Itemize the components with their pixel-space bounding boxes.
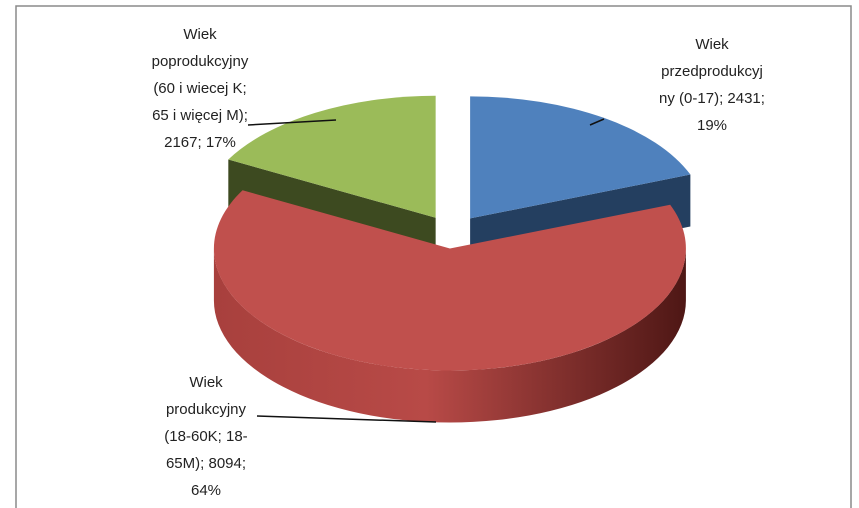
chart-frame [15,5,852,508]
slice-wall [213,248,686,423]
slice [213,190,686,371]
data-label: produkcyjny [166,401,247,418]
leader-line [256,415,437,423]
slice [228,95,436,218]
data-label: poprodukcyjny [152,53,249,70]
pie [213,95,691,423]
data-label: ny (0-17); 2431; [659,90,765,107]
data-label: 19% [697,117,727,134]
data-label: 64% [191,482,221,499]
data-labels: Wiek przedprodukcyj ny (0-17); 2431; 19% Wie… [152,26,765,499]
leader-line [247,119,337,126]
data-label: 65M); 8094; [166,455,246,472]
data-label: przedprodukcyj [661,63,763,80]
data-label: Wiek [189,374,223,391]
slice [470,96,691,219]
data-label: Wiek [183,26,217,43]
data-label: 65 i więcej M); [152,107,248,124]
leader-line [589,118,605,126]
data-label: Wiek [695,36,729,53]
data-label: (18-60K; 18- [164,428,247,445]
data-label: 2167; 17% [164,134,236,151]
data-label: (60 i wiecej K; [153,80,246,97]
